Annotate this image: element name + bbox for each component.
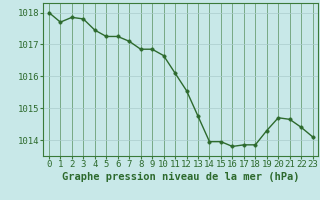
X-axis label: Graphe pression niveau de la mer (hPa): Graphe pression niveau de la mer (hPa) [62,172,300,182]
